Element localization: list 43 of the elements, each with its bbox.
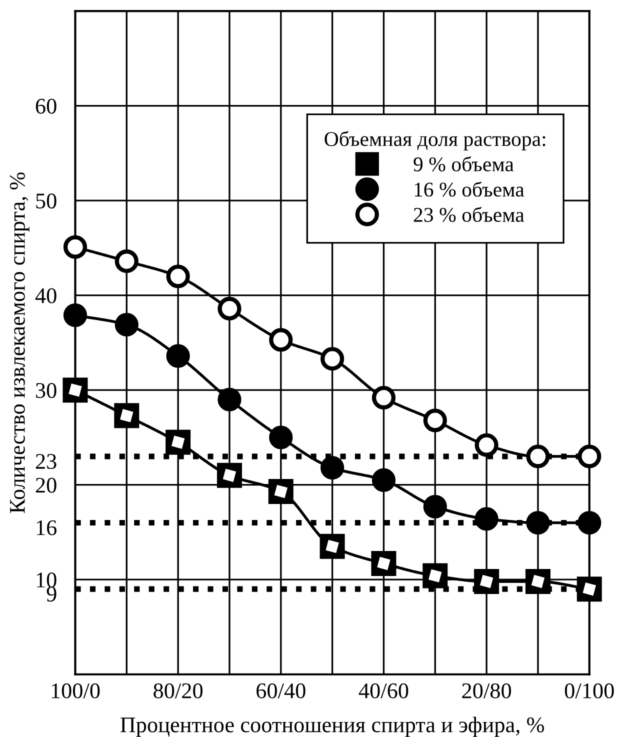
point	[423, 408, 447, 432]
point	[166, 264, 190, 288]
ref-line-label: 9	[46, 586, 56, 602]
legend-label: 9 % объема	[414, 156, 514, 172]
point	[63, 235, 88, 259]
x-axis-title: Процентное соотношения спирта и эфира, %	[120, 716, 544, 737]
point	[114, 249, 138, 274]
y-axis-title: Количество извлекаемого спирта, %	[10, 172, 30, 514]
point	[578, 444, 602, 468]
legend-label: 23 % объема	[414, 206, 524, 222]
point	[320, 347, 344, 371]
ref-line-label: 23	[36, 454, 56, 469]
y-tick-label: 40	[35, 288, 56, 304]
x-tick-label: 40/60	[358, 683, 408, 698]
point	[320, 456, 344, 480]
point	[578, 510, 602, 535]
x-tick-label: 100/0	[52, 683, 100, 698]
y-tick-label: 30	[36, 383, 56, 398]
y-tick-label: 60	[36, 98, 56, 114]
x-tick-label: 20/80	[462, 683, 512, 698]
point	[166, 344, 190, 368]
point	[63, 303, 88, 328]
x-tick-label: 0/100	[564, 683, 614, 698]
point	[372, 386, 396, 410]
point	[269, 328, 293, 352]
legend-label: 16 % объема	[414, 182, 524, 197]
y-tick-label: 20	[36, 478, 56, 493]
point	[474, 433, 498, 457]
x-tick-label: 80/20	[154, 683, 203, 698]
point	[114, 312, 138, 337]
y-tick-label: 50	[36, 194, 56, 208]
point	[218, 296, 242, 320]
legend-title: Объемная доля раствора:	[324, 131, 546, 150]
point	[526, 444, 550, 468]
point	[474, 507, 498, 531]
point	[218, 388, 242, 412]
point	[372, 468, 396, 492]
ref-line-label: 16	[36, 520, 57, 536]
x-tick-label: 60/40	[256, 683, 306, 698]
y-tick-label: 10	[36, 572, 56, 588]
point	[423, 494, 447, 518]
point	[269, 426, 293, 450]
point	[526, 510, 550, 535]
